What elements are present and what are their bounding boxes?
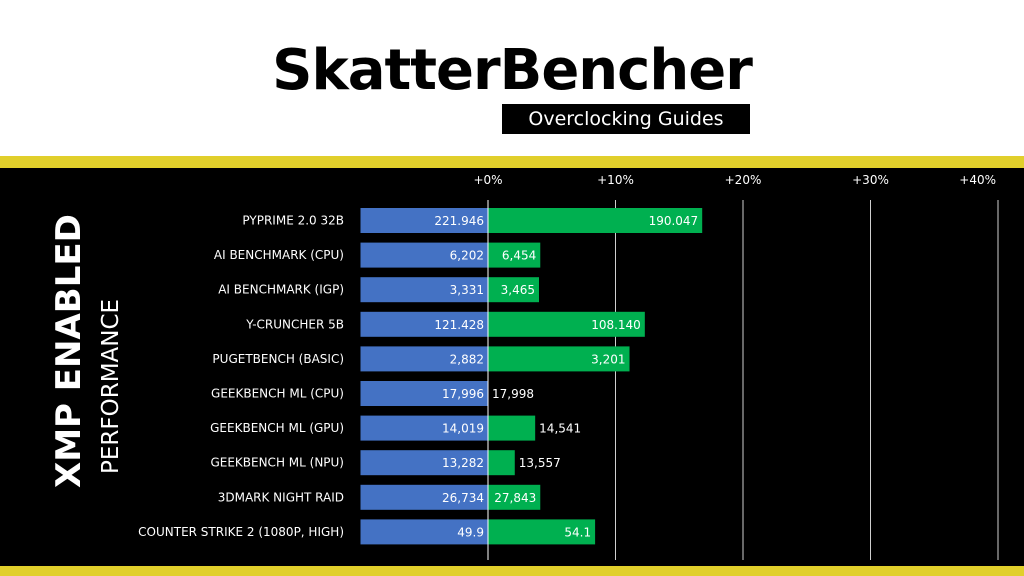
top-stripe [0,156,1024,168]
category-label: AI BENCHMARK (CPU) [214,248,344,262]
improved-bar [488,415,536,441]
improved-value-label: 3,201 [591,352,625,366]
baseline-value-label: 121.428 [434,318,484,332]
bottom-stripe [0,566,1024,576]
improved-bar [488,450,515,476]
baseline-value-label: 14,019 [442,422,484,436]
header: SkatterBencher Overclocking Guides [0,0,1024,156]
baseline-value-label: 6,202 [450,249,484,263]
baseline-bar [360,415,488,441]
baseline-bar [360,311,488,337]
category-label: AI BENCHMARK (IGP) [218,283,344,297]
brand-tagline: Overclocking Guides [502,104,750,134]
improved-value-label: 6,454 [502,249,536,263]
improved-bar [488,484,541,510]
improved-bar [488,346,630,372]
improved-value-label: 14,541 [539,422,581,436]
baseline-bar [360,242,488,268]
x-tick-label: +10% [597,173,634,187]
improved-bar [488,242,541,268]
improved-value-label: 13,557 [519,456,561,470]
improved-value-label: 108.140 [591,318,641,332]
baseline-value-label: 2,882 [450,352,484,366]
category-label: Y-CRUNCHER 5B [245,317,344,331]
category-label: GEEKBENCH ML (GPU) [210,421,344,435]
baseline-bar [360,208,488,233]
improved-value-label: 27,843 [494,491,536,505]
category-label: GEEKBENCH ML (NPU) [210,456,344,470]
improved-value-label: 3,465 [501,283,535,297]
baseline-value-label: 13,282 [442,456,484,470]
baseline-bar [360,346,488,372]
improved-bar [488,311,645,337]
baseline-bar [360,519,488,545]
improved-value-label: 54.1 [564,525,591,539]
improved-value-label: 17,998 [492,387,534,401]
bar-chart: +0% +10% +20% +30% +40% PYPRIME 2.0 32B 221.94… [138,173,999,560]
baseline-bar [360,450,488,476]
improved-value-label: 190.047 [649,214,699,228]
category-label: PUGETBENCH (BASIC) [212,352,344,366]
x-tick-label: +0% [473,173,502,187]
improved-bar [488,519,596,545]
baseline-value-label: 3,331 [450,283,484,297]
baseline-value-label: 49.9 [457,525,484,539]
baseline-value-label: 221.946 [434,214,484,228]
baseline-value-label: 26,734 [442,491,484,505]
improved-bar [488,208,703,233]
category-label: COUNTER STRIKE 2 (1080P, HIGH) [138,525,344,539]
brand-title: SkatterBencher [272,38,753,103]
category-label: 3DMARK NIGHT RAID [218,490,344,504]
baseline-bar [360,484,488,510]
x-tick-label: +40% [959,173,996,187]
x-tick-label: +20% [725,173,762,187]
category-label: GEEKBENCH ML (CPU) [211,387,344,401]
baseline-bar [360,381,488,406]
baseline-bar [360,277,488,303]
category-label: PYPRIME 2.0 32B [242,214,344,228]
improved-bar [488,277,539,303]
x-tick-label: +30% [852,173,889,187]
baseline-value-label: 17,996 [442,387,484,401]
